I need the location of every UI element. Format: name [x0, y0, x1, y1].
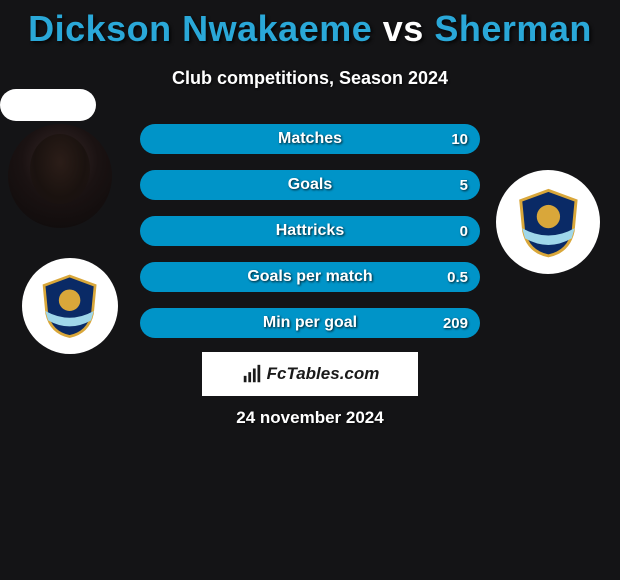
player2-photo-placeholder	[0, 89, 96, 121]
stat-row-goals: Goals 5	[140, 170, 480, 200]
crest-circle	[59, 290, 81, 312]
player2-club-crest	[496, 170, 600, 274]
stat-label: Min per goal	[140, 314, 480, 332]
stat-row-matches: Matches 10	[140, 124, 480, 154]
stat-right-value: 209	[443, 315, 468, 332]
vs-label: vs	[383, 8, 424, 49]
bar-chart-icon	[241, 363, 263, 385]
player2-name: Sherman	[434, 8, 592, 49]
stat-right-value: 10	[451, 131, 468, 148]
stat-label: Goals	[140, 176, 480, 194]
stat-label: Goals per match	[140, 268, 480, 286]
stat-row-hattricks: Hattricks 0	[140, 216, 480, 246]
stat-right-value: 0	[460, 223, 468, 240]
player1-club-crest	[22, 258, 118, 354]
brand-footer[interactable]: FcTables.com	[202, 352, 418, 396]
stat-label: Hattricks	[140, 222, 480, 240]
stat-row-goals-per-match: Goals per match 0.5	[140, 262, 480, 292]
crest-icon	[512, 186, 585, 259]
stats-panel: Matches 10 Goals 5 Hattricks 0 Goals per…	[140, 124, 480, 354]
stat-label: Matches	[140, 130, 480, 148]
stat-right-value: 0.5	[447, 269, 468, 286]
player1-name: Dickson Nwakaeme	[28, 8, 372, 49]
crest-icon	[36, 272, 103, 339]
stat-right-value: 5	[460, 177, 468, 194]
date-label: 24 november 2024	[0, 408, 620, 428]
player1-photo	[8, 124, 112, 228]
subtitle: Club competitions, Season 2024	[0, 68, 620, 89]
crest-circle	[536, 205, 559, 228]
stat-row-min-per-goal: Min per goal 209	[140, 308, 480, 338]
comparison-title: Dickson Nwakaeme vs Sherman	[0, 0, 620, 50]
brand-label: FcTables.com	[267, 364, 380, 384]
